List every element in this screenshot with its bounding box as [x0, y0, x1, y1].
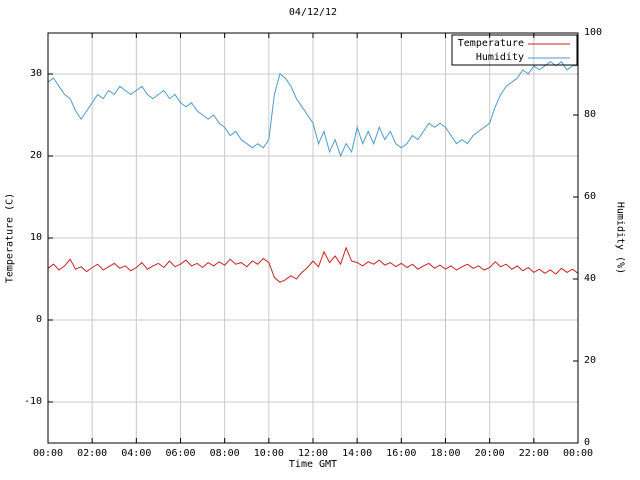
temperature-line: [47, 246, 579, 283]
y-left-tick-label: 20: [29, 150, 42, 161]
chart-title: 04/12/12: [288, 7, 338, 18]
y-left-tick-label: -10: [23, 396, 42, 407]
y-left-tick-label: 0: [35, 314, 42, 325]
x-axis-label: Time GMT: [288, 459, 338, 470]
x-tick-label: 00:00: [32, 448, 64, 459]
y-right-tick-label: 100: [584, 27, 603, 38]
y-axis-right-label: Humidity (%): [614, 201, 626, 275]
x-tick-label: 20:00: [474, 448, 505, 459]
x-tick-label: 18:00: [430, 448, 461, 459]
legend-box: [451, 34, 578, 66]
y-right-tick-label: 60: [584, 191, 597, 202]
x-tick-label: 16:00: [386, 448, 417, 459]
x-tick-label: 12:00: [297, 448, 329, 459]
legend-label-temperature: Temperature: [457, 38, 524, 49]
y-left-tick-label: 10: [29, 232, 42, 243]
x-tick-label: 08:00: [209, 448, 240, 459]
humidity-line: [47, 60, 578, 158]
x-tick-label: 22:00: [518, 448, 549, 459]
y-right-tick-label: 80: [584, 109, 597, 120]
y-left-tick-label: 30: [29, 68, 42, 79]
x-tick-label: 04:00: [121, 448, 152, 459]
y-right-tick-label: 0: [584, 437, 591, 448]
x-tick-label: 14:00: [342, 448, 373, 459]
y-right-tick-label: 20: [584, 355, 597, 366]
x-tick-label: 10:00: [253, 448, 284, 459]
x-tick-label: 06:00: [165, 448, 196, 459]
legend-label-humidity: Humidity: [475, 52, 524, 63]
x-tick-label: 00:00: [562, 448, 594, 459]
y-right-tick-label: 40: [584, 273, 597, 284]
x-tick-label: 02:00: [77, 448, 108, 459]
